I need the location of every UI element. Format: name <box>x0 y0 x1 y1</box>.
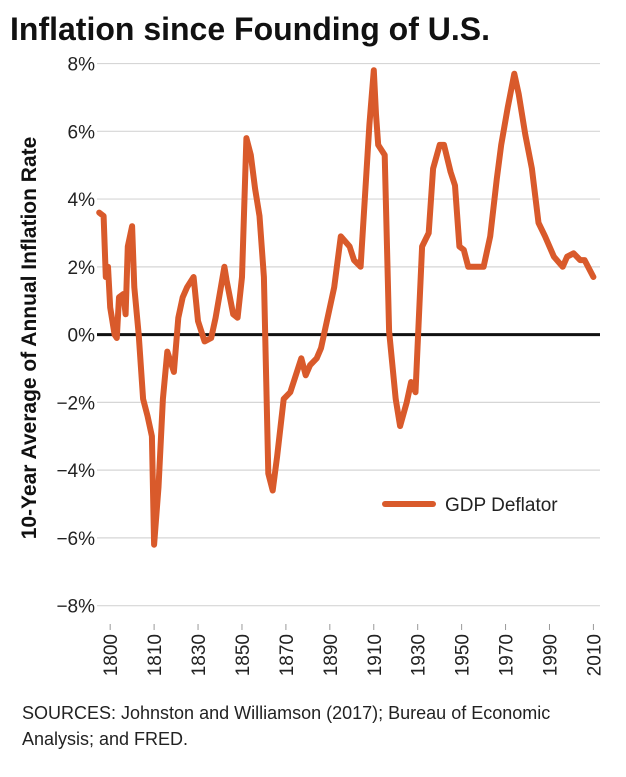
x-tick-label: 1910 <box>365 634 386 676</box>
x-tick-label: 1810 <box>145 634 166 676</box>
source-box: SOURCES: Johnston and Williamson (2017);… <box>22 703 551 749</box>
x-tick-label: 1990 <box>540 634 561 676</box>
source-note: SOURCES: Johnston and Williamson (2017);… <box>22 703 551 749</box>
x-tick-label: 1950 <box>453 634 474 676</box>
x-tick-label: 1970 <box>497 634 518 676</box>
x-tick-label: 2010 <box>584 634 605 676</box>
y-tick-label: 2% <box>68 258 96 279</box>
y-axis-label: 10-Year Average of Annual Inflation Rate <box>18 137 41 540</box>
x-tick-label: 1800 <box>101 634 122 676</box>
x-tick-label: 1870 <box>277 634 298 676</box>
x-tick-label: 1890 <box>321 634 342 676</box>
y-tick-label: 8% <box>68 55 96 76</box>
x-tick-label: 1830 <box>189 634 210 676</box>
y-tick-label: −4% <box>56 461 95 482</box>
y-tick-label: 0% <box>68 326 96 347</box>
x-tick-label: 1850 <box>233 634 254 676</box>
data-line <box>96 67 597 548</box>
y-tick-label: −2% <box>56 393 95 414</box>
legend-label: GDP Deflator <box>445 495 558 516</box>
y-tick-label: −8% <box>56 597 95 618</box>
y-tick-label: −6% <box>56 529 95 550</box>
x-tick-label: 1930 <box>409 634 430 676</box>
y-tick-label: 4% <box>68 190 96 211</box>
chart-title: Inflation since Founding of U.S. <box>10 11 490 47</box>
y-tick-label: 6% <box>68 122 96 143</box>
